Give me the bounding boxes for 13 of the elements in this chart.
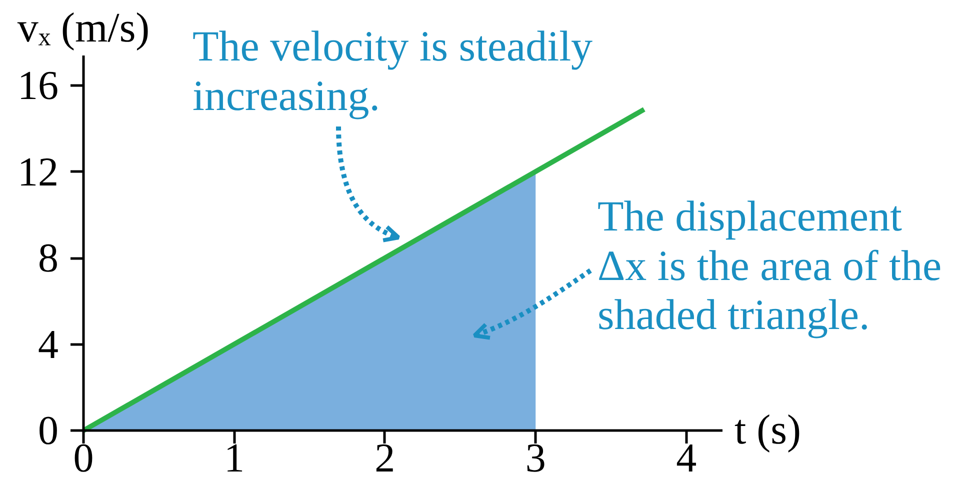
y-tick-label: 8 [38, 234, 58, 281]
x-tick-label: 0 [73, 434, 94, 480]
y-axis-title: vₓ (m/s) [17, 6, 150, 52]
y-tick-label: 16 [18, 62, 58, 108]
annotation: The displacement Δx is the area of the shaded triangle. [598, 194, 942, 340]
x-tick-label: 3 [525, 434, 546, 480]
y-tick-label: 12 [18, 148, 58, 194]
x-axis-title: t (s) [734, 408, 801, 454]
x-tick-label: 1 [224, 434, 244, 480]
x-tick-label: 4 [676, 434, 697, 480]
y-tick-label: 4 [38, 320, 58, 367]
x-tick-label: 2 [374, 434, 396, 480]
annotation: The velocity is steadily increasing. [192, 24, 594, 120]
